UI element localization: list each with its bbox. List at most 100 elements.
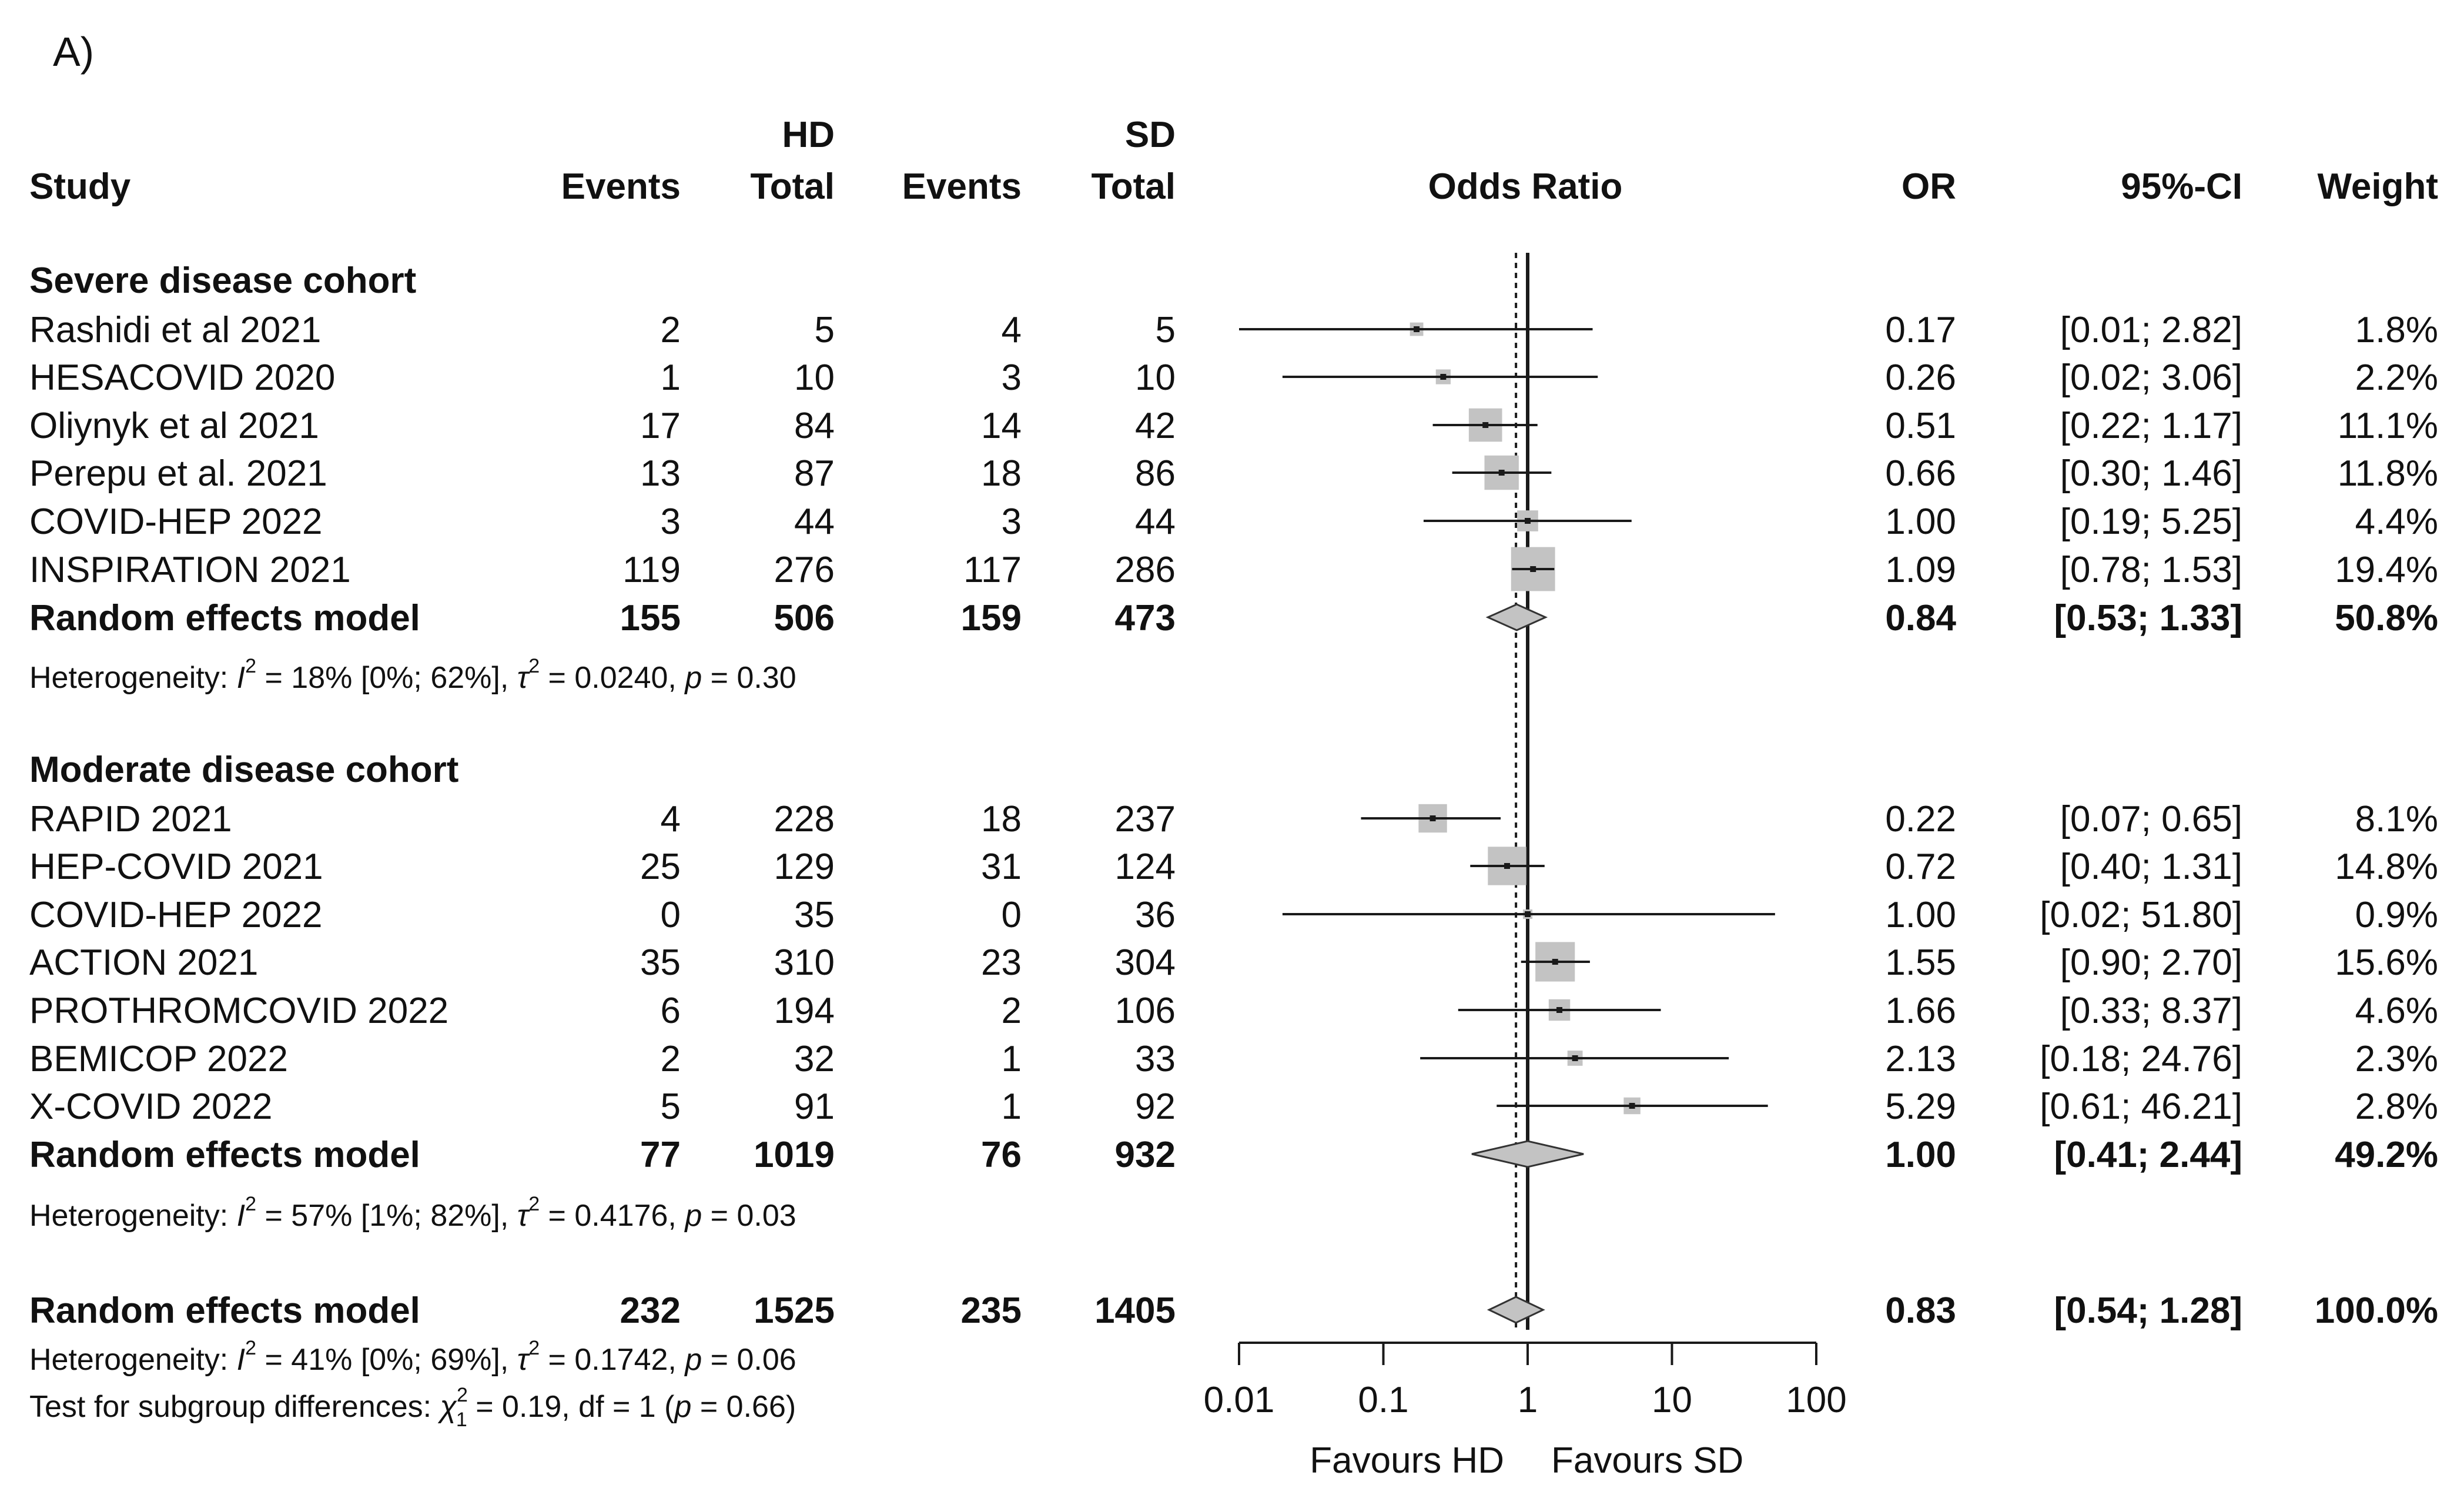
hd-total: 276 (774, 550, 835, 590)
hd-total: 310 (774, 942, 835, 983)
x-tick-label: 10 (1652, 1380, 1692, 1420)
header-or: OR (1901, 166, 1956, 207)
header-odds-ratio: Odds Ratio (1428, 166, 1623, 207)
header-study: Study (29, 166, 131, 207)
summary-weight: 100.0% (2315, 1290, 2438, 1331)
weight-value: 2.3% (2355, 1039, 2438, 1079)
sd-total: 44 (1135, 501, 1176, 542)
or-value: 0.22 (1885, 799, 1956, 840)
point-estimate (1629, 1103, 1635, 1109)
or-value: 0.26 (1885, 357, 1956, 398)
ci-value: [0.22; 1.17] (2060, 406, 2242, 446)
ci-value: [0.19; 5.25] (2060, 501, 2242, 542)
summary-sd-events: 159 (961, 598, 1022, 638)
group-header: Severe disease cohort (29, 260, 416, 301)
sd-events: 1 (1002, 1086, 1022, 1127)
point-estimate (1440, 374, 1447, 380)
ci-value: [0.30; 1.46] (2060, 453, 2242, 494)
group-heterogeneity: Heterogeneity: I2 = 18% [0%; 62%], τ2 = … (29, 655, 796, 695)
header-hd-total: Total (751, 166, 835, 207)
sd-total: 237 (1115, 799, 1176, 840)
weight-value: 1.8% (2355, 310, 2438, 350)
summary-label: Random effects model (29, 1135, 420, 1175)
header-weight: Weight (2318, 166, 2439, 207)
x-tick-label: 100 (1786, 1380, 1846, 1420)
hd-total: 87 (794, 453, 835, 494)
x-axis: 0.01 0.1 1 10 100 Favours HD Favours SD (1204, 1342, 1847, 1481)
study-name: COVID-HEP 2022 (29, 895, 323, 935)
sd-events: 2 (1002, 991, 1022, 1031)
hd-total: 84 (794, 406, 835, 446)
ci-value: [0.78; 1.53] (2060, 550, 2242, 590)
ci-value: [0.02; 3.06] (2060, 357, 2242, 398)
header-hd-group: HD (782, 115, 835, 155)
ci-value: [0.90; 2.70] (2060, 942, 2242, 983)
summary-ci: [0.53; 1.33] (2054, 598, 2242, 638)
hd-total: 44 (794, 501, 835, 542)
point-estimate (1504, 863, 1510, 869)
hd-total: 228 (774, 799, 835, 840)
x-tick-label: 1 (1518, 1380, 1538, 1420)
sd-events: 4 (1002, 310, 1022, 350)
summary-hd-events: 232 (620, 1290, 681, 1331)
xlabel-favours-hd: Favours HD (1310, 1440, 1504, 1481)
summary-hd-total: 1019 (754, 1135, 835, 1175)
sd-events: 14 (981, 406, 1022, 446)
or-value: 0.51 (1885, 406, 1956, 446)
ci-value: [0.61; 46.21] (2040, 1086, 2242, 1127)
hd-events: 3 (661, 501, 681, 542)
summary-hd-total: 506 (774, 598, 835, 638)
hd-events: 35 (640, 942, 681, 983)
hd-total: 91 (794, 1086, 835, 1127)
summary-label: Random effects model (29, 598, 420, 638)
point-estimate (1530, 566, 1536, 572)
point-estimate (1525, 911, 1531, 917)
weight-value: 14.8% (2335, 847, 2438, 887)
hd-events: 25 (640, 847, 681, 887)
or-value: 0.17 (1885, 310, 1956, 350)
ci-value: [0.07; 0.65] (2060, 799, 2242, 840)
x-tick-label: 0.01 (1204, 1380, 1275, 1420)
point-estimate (1429, 815, 1436, 821)
or-value: 1.00 (1885, 895, 1956, 935)
sd-total: 36 (1135, 895, 1176, 935)
hd-events: 2 (661, 1039, 681, 1079)
summary-sd-total: 473 (1115, 598, 1176, 638)
sd-total: 106 (1115, 991, 1176, 1031)
group-heterogeneity: Heterogeneity: I2 = 57% [1%; 82%], τ2 = … (29, 1193, 796, 1233)
summary-label: Random effects model (29, 1290, 420, 1331)
weight-value: 8.1% (2355, 799, 2438, 840)
x-tick-label: 0.1 (1358, 1380, 1408, 1420)
plot-reference-lines (1515, 253, 1529, 1330)
study-name: RAPID 2021 (29, 799, 232, 840)
summary-diamond (1471, 1140, 1584, 1168)
summary-ci: [0.54; 1.28] (2054, 1290, 2242, 1331)
point-estimate (1414, 326, 1420, 332)
sd-events: 3 (1002, 357, 1022, 398)
summary-sd-total: 1405 (1094, 1290, 1176, 1331)
or-value: 0.66 (1885, 453, 1956, 494)
weight-value: 19.4% (2335, 550, 2438, 590)
hd-events: 1 (661, 357, 681, 398)
point-estimate (1552, 959, 1558, 965)
study-name: INSPIRATION 2021 (29, 550, 351, 590)
sd-total: 124 (1115, 847, 1176, 887)
hd-total: 35 (794, 895, 835, 935)
study-name: Rashidi et al 2021 (29, 310, 321, 350)
summary-weight: 49.2% (2335, 1135, 2438, 1175)
sd-events: 31 (981, 847, 1022, 887)
weight-value: 2.8% (2355, 1086, 2438, 1127)
sd-total: 286 (1115, 550, 1176, 590)
weight-value: 2.2% (2355, 357, 2438, 398)
forest-rows: Severe disease cohort Rashidi et al 2021 2… (29, 260, 2438, 1431)
hd-events: 17 (640, 406, 681, 446)
hd-total: 129 (774, 847, 835, 887)
or-value: 1.00 (1885, 501, 1956, 542)
weight-value: 4.4% (2355, 501, 2438, 542)
ci-value: [0.33; 8.37] (2060, 991, 2242, 1031)
summary-hd-events: 77 (640, 1135, 681, 1175)
xlabel-favours-sd: Favours SD (1551, 1440, 1743, 1481)
summary-sd-events: 235 (961, 1290, 1022, 1331)
hd-total: 5 (815, 310, 835, 350)
sd-events: 117 (963, 550, 1022, 590)
